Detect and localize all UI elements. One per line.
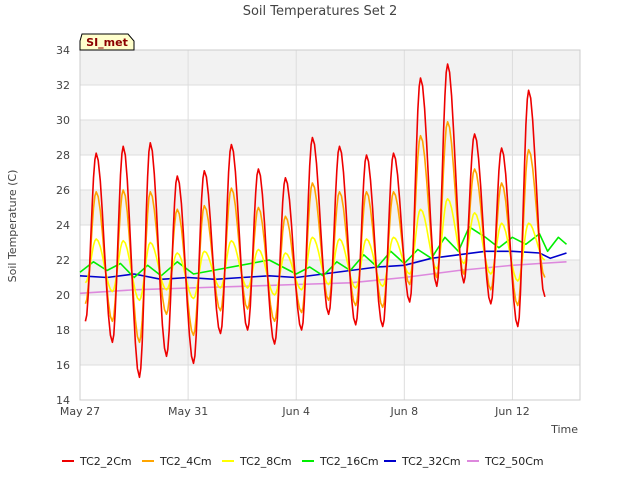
legend-entry: TC2_50Cm: [484, 455, 544, 468]
x-tick-label: May 27: [60, 405, 100, 418]
y-tick-label: 34: [56, 44, 70, 57]
y-tick-label: 28: [56, 149, 70, 162]
background-bands: [80, 50, 580, 365]
x-tick-label: Jun 8: [389, 405, 418, 418]
x-tick-labels: May 27 May 31 Jun 4 Jun 8 Jun 12: [60, 405, 530, 418]
series-line-tc2-2cm: [84, 63, 546, 379]
y-tick-label: 32: [56, 79, 70, 92]
chart-title: Soil Temperatures Set 2: [243, 4, 398, 19]
badge-label: SI_met: [86, 36, 128, 49]
legend-entry: TC2_2Cm: [79, 455, 132, 468]
x-tick-label: Jun 12: [494, 405, 530, 418]
y-tick-label: 16: [56, 359, 70, 372]
legend-entry: TC2_8Cm: [239, 455, 292, 468]
plot-frame: [79, 49, 581, 401]
si-met-badge: SI_met: [79, 33, 135, 51]
x-axis-label: Time: [550, 423, 578, 436]
background-band: [80, 50, 580, 85]
y-tick-label: 22: [56, 254, 70, 267]
series-lines: [79, 63, 568, 379]
y-tick-labels: 14 16 18 20 22 24 26 28 30 32 34: [56, 44, 70, 407]
y-tick-label: 14: [56, 394, 70, 407]
legend-entry: TC2_32Cm: [401, 455, 461, 468]
y-axis-label: Soil Temperature (C): [6, 170, 19, 283]
y-tick-label: 18: [56, 324, 70, 337]
badge-shape: [79, 33, 135, 51]
y-tick-label: 30: [56, 114, 70, 127]
y-tick-label: 20: [56, 289, 70, 302]
background-band: [80, 330, 580, 365]
x-tick-label: May 31: [168, 405, 208, 418]
series-line-tc2-32cm: [79, 250, 567, 281]
legend: TC2_2Cm TC2_4Cm TC2_8Cm TC2_16Cm TC2_32Cm TC2…: [62, 455, 544, 468]
y-tick-label: 26: [56, 184, 70, 197]
legend-entry: TC2_16Cm: [319, 455, 379, 468]
legend-entry: TC2_4Cm: [159, 455, 212, 468]
y-tick-label: 24: [56, 219, 70, 232]
x-tick-label: Jun 4: [281, 405, 310, 418]
background-band: [80, 120, 580, 155]
